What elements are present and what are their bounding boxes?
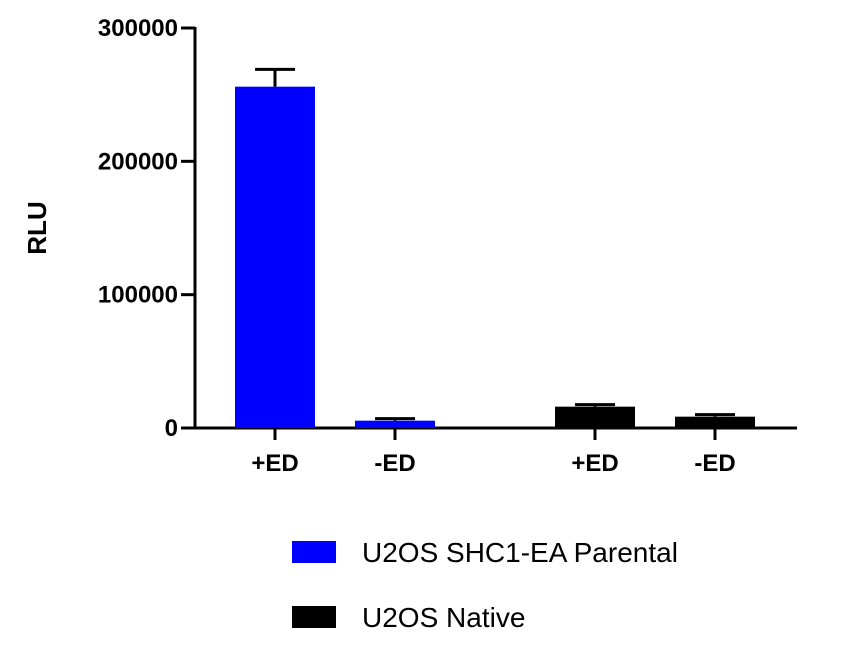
y-tick-label: 300000 <box>98 15 178 42</box>
error-bars <box>255 67 735 421</box>
bar <box>355 420 435 428</box>
y-axis-title: RLU <box>22 201 52 254</box>
y-tick-label: 100000 <box>98 282 178 309</box>
legend-label: U2OS Native <box>362 602 525 633</box>
legend-swatch <box>292 541 336 563</box>
legend: U2OS SHC1-EA Parental U2OS Native <box>292 537 678 633</box>
bar <box>235 86 315 429</box>
y-axis: 0 100000 200000 300000 <box>98 15 197 442</box>
legend-label: U2OS SHC1-EA Parental <box>362 537 678 568</box>
x-tick-label: -ED <box>694 450 735 477</box>
y-tick-label: 0 <box>165 415 178 442</box>
x-axis: +ED -ED +ED -ED <box>193 426 797 477</box>
x-tick-label: +ED <box>251 450 298 477</box>
bar <box>555 406 635 428</box>
x-tick-label: +ED <box>571 450 618 477</box>
legend-swatch <box>292 606 336 628</box>
x-tick-label: -ED <box>374 450 415 477</box>
bars <box>235 86 755 429</box>
y-tick-label: 200000 <box>98 148 178 175</box>
bar <box>675 416 755 428</box>
